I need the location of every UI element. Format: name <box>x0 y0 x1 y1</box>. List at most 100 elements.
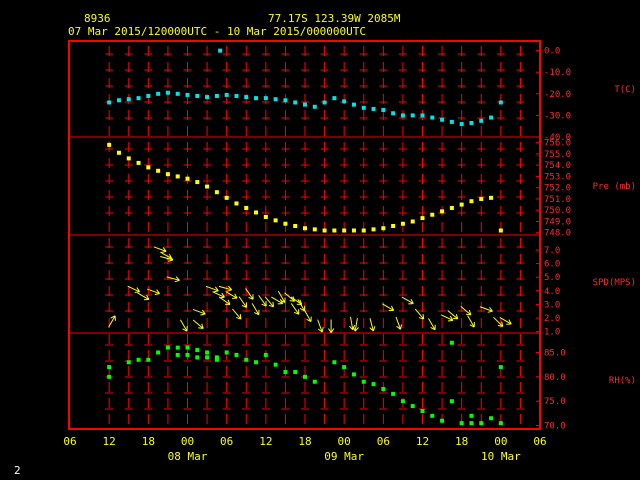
humidity-point <box>195 355 200 360</box>
y-tick-label: 85.0 <box>544 348 566 358</box>
pressure-point <box>410 219 415 224</box>
y-tick-label: 70.0 <box>544 422 566 432</box>
temperature-point <box>322 100 327 105</box>
humidity-point <box>410 404 415 409</box>
temperature-point <box>420 113 425 118</box>
humidity-point <box>371 382 376 387</box>
x-tick-label: 12 <box>103 435 116 448</box>
y-tick-label: 6.0 <box>544 260 560 270</box>
humidity-point <box>165 345 170 350</box>
humidity-point <box>449 340 454 345</box>
temperature-point <box>303 102 307 107</box>
wind-arrow <box>108 315 116 328</box>
temperature-point <box>293 100 298 105</box>
y-tick-label: -20.0 <box>544 90 571 100</box>
temperature-point <box>156 91 161 96</box>
wind-arrow <box>153 246 167 253</box>
day-label: 10 Mar <box>481 450 521 463</box>
humidity-point <box>205 355 210 360</box>
x-tick-label: 18 <box>142 435 155 448</box>
wind-arrow <box>192 308 206 316</box>
wind-arrow <box>258 294 267 307</box>
panel-label-temperature: T(C) <box>614 85 636 95</box>
wind-arrow <box>499 316 512 325</box>
humidity-point <box>293 369 298 374</box>
pressure-point <box>165 172 170 177</box>
temperature-point <box>116 98 121 103</box>
pressure-point <box>400 221 405 226</box>
x-tick-label: 18 <box>455 435 468 448</box>
humidity-point <box>205 350 210 355</box>
wind-arrow <box>401 296 414 305</box>
wind-arrow <box>284 292 296 302</box>
wind-arrow <box>179 319 188 332</box>
humidity-point <box>214 355 219 360</box>
humidity-point <box>214 357 219 362</box>
pressure-point <box>205 184 210 189</box>
humidity-point <box>420 408 425 413</box>
humidity-point <box>146 357 151 362</box>
day-label: 08 Mar <box>168 450 208 463</box>
wind-arrow <box>414 308 425 320</box>
pressure-point <box>224 195 229 200</box>
temperature-point <box>381 108 386 113</box>
humidity-point <box>381 387 386 392</box>
humidity-point <box>391 391 396 396</box>
wind-arrow <box>127 285 141 293</box>
y-tick-label: -40.0 <box>544 133 571 143</box>
humidity-point <box>234 352 239 357</box>
humidity-point <box>156 350 161 355</box>
humidity-point <box>303 374 307 379</box>
y-tick-label: 751.0 <box>544 195 571 205</box>
pressure-point <box>430 212 435 217</box>
wind-arrow <box>479 306 493 313</box>
x-tick-label: 06 <box>220 435 233 448</box>
wind-arrow <box>166 276 180 283</box>
temperature-point <box>410 113 415 118</box>
wind-arrow <box>212 291 225 299</box>
y-tick-label: 755.0 <box>544 150 571 160</box>
pressure-point <box>234 201 239 206</box>
humidity-point <box>498 365 503 370</box>
x-tick-label: 00 <box>181 435 194 448</box>
humidity-point <box>489 416 494 421</box>
temperature-point <box>498 100 503 105</box>
x-tick-label: 00 <box>338 435 351 448</box>
pressure-point <box>273 218 278 223</box>
y-tick-label: 753.0 <box>544 172 571 182</box>
humidity-point <box>332 360 337 365</box>
pressure-point <box>175 174 180 179</box>
y-tick-label: 7.0 <box>544 246 560 256</box>
pressure-point <box>303 226 307 231</box>
wind-arrow <box>205 285 219 293</box>
pressure-point <box>449 205 454 210</box>
pressure-point <box>322 228 327 233</box>
pressure-point <box>342 228 347 233</box>
station-location: 77.17S 123.39W 2085M <box>268 12 401 25</box>
temperature-point <box>234 93 239 98</box>
temperature-point <box>205 95 210 100</box>
wind-arrow <box>137 292 150 301</box>
pressure-point <box>479 196 484 201</box>
pressure-point <box>146 165 151 170</box>
pressure-point <box>420 216 425 221</box>
pressure-point <box>440 209 445 214</box>
temperature-point <box>218 48 223 53</box>
wind-arrow <box>218 296 231 305</box>
temperature-point <box>185 92 190 97</box>
wind-arrow <box>352 318 359 332</box>
temperature-point <box>342 99 347 104</box>
panel-label-wind: SPD(MPS) <box>593 278 636 288</box>
temperature-point <box>126 97 131 102</box>
temperature-point <box>195 93 200 98</box>
temperature-point <box>400 113 405 118</box>
pressure-point <box>312 227 317 232</box>
wind-arrow <box>290 303 300 315</box>
temperature-point <box>430 115 435 120</box>
pressure-point <box>156 168 161 173</box>
pressure-point <box>459 202 464 207</box>
temperature-point <box>136 96 141 101</box>
pressure-point <box>498 228 503 233</box>
x-tick-label: 12 <box>259 435 272 448</box>
